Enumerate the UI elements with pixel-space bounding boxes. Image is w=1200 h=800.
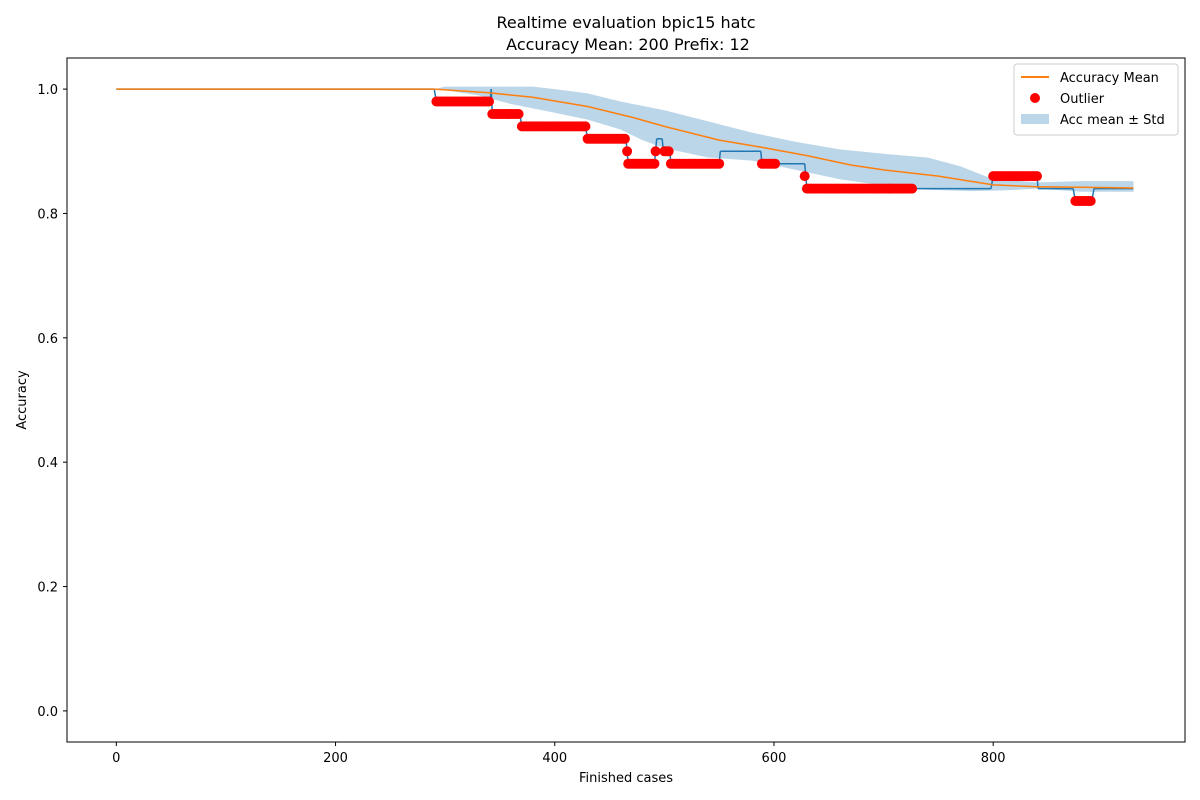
outlier-point <box>622 146 633 157</box>
outlier-layer <box>431 96 1096 206</box>
outlier-point <box>649 158 660 169</box>
outlier-point <box>580 121 591 132</box>
outlier-point <box>799 171 810 182</box>
plot-area <box>116 86 1134 206</box>
x-tick-label: 0 <box>112 751 120 766</box>
outlier-point <box>650 146 661 157</box>
std-band-layer <box>434 86 1134 192</box>
legend-band-label: Acc mean ± Std <box>1060 113 1165 128</box>
accuracy-mean-segment <box>631 116 665 128</box>
outlier-point <box>714 158 725 169</box>
x-axis: 0 200 400 600 800 <box>112 742 1006 766</box>
accuracy-mean-segment <box>938 175 994 186</box>
outlier-point <box>663 146 674 157</box>
accuracy-mean-segment <box>762 146 808 157</box>
y-axis-label: Accuracy <box>15 370 30 430</box>
y-axis: 0.0 0.2 0.4 0.6 0.8 1.0 <box>37 83 67 720</box>
plot-frame <box>66 57 1186 743</box>
y-tick-label: 0.8 <box>37 207 58 222</box>
accuracy-mean-segment <box>1080 186 1134 189</box>
outlier-point <box>1032 171 1042 182</box>
y-tick-label: 0.0 <box>37 705 58 720</box>
outlier-point <box>484 96 494 107</box>
y-tick-label: 1.0 <box>37 83 58 98</box>
y-tick-label: 0.4 <box>37 456 58 471</box>
chart-subtitle: Accuracy Mean: 200 Prefix: 12 <box>506 35 750 54</box>
x-tick-label: 800 <box>981 751 1006 766</box>
std-band <box>434 86 1134 192</box>
legend-box <box>1013 63 1179 136</box>
accuracy-mean-segment <box>1036 185 1081 189</box>
accuracy-mean-segment <box>850 164 884 171</box>
y-tick-label: 0.2 <box>37 581 58 596</box>
legend-outlier-label: Outlier <box>1060 92 1105 107</box>
legend: Accuracy Mean Outlier Acc mean ± Std <box>1013 63 1179 136</box>
chart-title: Realtime evaluation bpic15 hatc <box>497 13 756 32</box>
x-tick-label: 400 <box>542 751 567 766</box>
accuracy-mean-segment <box>806 154 851 166</box>
accuracy-mean-segment <box>719 139 764 149</box>
accuracy-mean-segment <box>587 105 632 118</box>
outlier-point <box>513 109 524 119</box>
accuracy-mean-segment <box>993 184 1038 188</box>
outlier-point <box>907 183 918 194</box>
accuracy-mean-segment <box>488 92 533 98</box>
accuracy-mean-segment <box>883 169 939 177</box>
x-tick-label: 200 <box>323 751 348 766</box>
accuracy-mean-segment <box>532 96 588 108</box>
y-tick-label: 0.6 <box>37 332 58 347</box>
legend-outlier-swatch <box>1030 93 1040 103</box>
legend-mean-label: Accuracy Mean <box>1060 71 1159 86</box>
accuracy-mean-layer <box>116 88 1134 189</box>
legend-band-swatch <box>1021 114 1049 124</box>
x-axis-label: Finished cases <box>579 771 673 786</box>
outlier-point <box>1085 196 1096 206</box>
outlier-point <box>619 133 630 144</box>
x-tick-label: 600 <box>762 751 787 766</box>
accuracy-mean-segment <box>664 125 720 141</box>
accuracy-mean-segment <box>434 88 490 94</box>
outlier-point <box>770 158 781 169</box>
